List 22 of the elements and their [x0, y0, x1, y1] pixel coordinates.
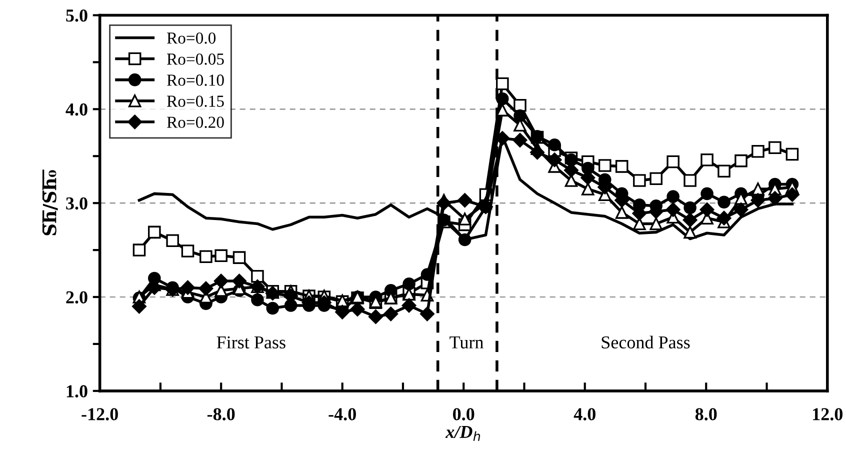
x-tick-label: 0.0: [453, 408, 474, 420]
y-tick-label: 5.0: [66, 9, 88, 22]
x-tick-label: -4.0: [328, 408, 356, 420]
legend-label: Ro=0.20: [166, 116, 224, 128]
y-tick-label: 4.0: [66, 103, 88, 116]
annotation: Turn: [450, 336, 484, 348]
x-tick-label: 8.0: [695, 408, 717, 420]
y-tick-label: 2.0: [66, 291, 88, 304]
annotation: First Pass: [216, 336, 286, 348]
y-tick-label: 3.0: [66, 197, 88, 210]
legend-label: Ro=0.15: [166, 96, 224, 107]
x-tick-label: -8.0: [207, 408, 235, 420]
legend-label: Ro=0.05: [166, 54, 224, 65]
y-axis-title: S̅h̅/S̅h̅₀̅: [42, 170, 58, 236]
legend-label: Ro=0.10: [166, 74, 224, 86]
annotation: Second Pass: [602, 336, 690, 348]
y-tick-label: 1.0: [66, 385, 88, 398]
x-tick-label: 12.0: [813, 408, 842, 420]
x-tick-label: -12.0: [82, 408, 118, 420]
x-tick-label: 4.0: [574, 408, 596, 420]
x-axis-title: x/D$_{h}$: [445, 426, 480, 441]
legend-label: Ro=0.0: [166, 32, 216, 44]
